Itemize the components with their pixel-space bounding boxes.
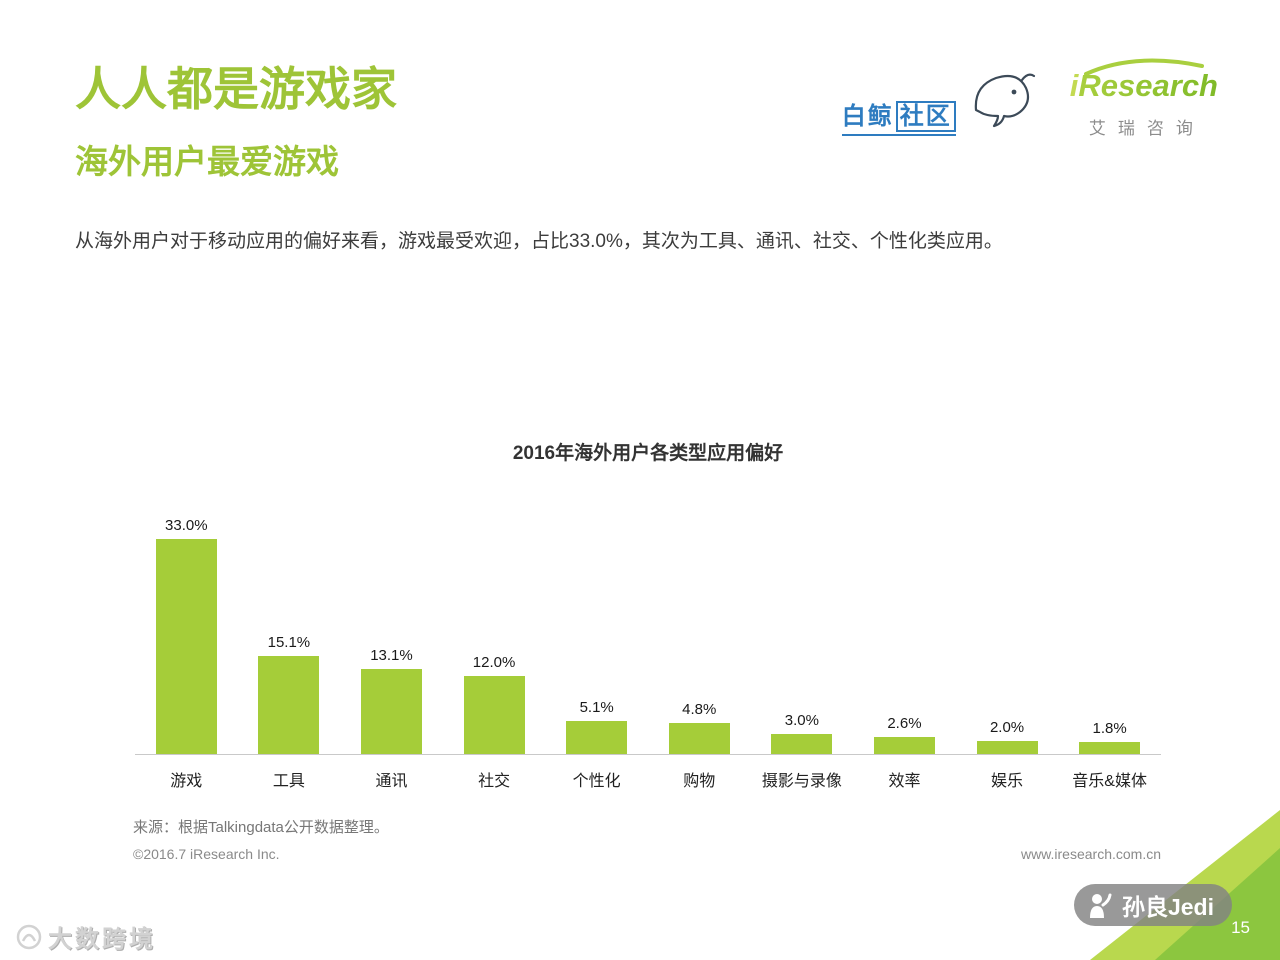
watermark-pill-text: 孙良Jedi: [1121, 894, 1214, 920]
bar-value-label: 33.0%: [165, 517, 208, 534]
bar: [1079, 742, 1141, 754]
chart-title: 2016年海外用户各类型应用偏好: [512, 443, 784, 464]
whale-doodle-icon: [962, 66, 1036, 143]
bar-value-label: 15.1%: [267, 634, 311, 651]
bottom-left-watermark: 大数跨境: [16, 919, 156, 954]
bar-category-label: 工具: [272, 773, 305, 790]
header: 人人都是游戏家 海外用户最爱游戏: [75, 62, 397, 183]
bar-value-label: 12.0%: [472, 654, 516, 671]
bar-value-label: 1.8%: [1092, 720, 1127, 737]
bar-value-label: 3.0%: [784, 712, 819, 729]
bar-column: 3.0%: [751, 712, 854, 754]
footer-row: ©2016.7 iResearch Inc. www.iresearch.com…: [133, 846, 1161, 862]
baijing-logo-part2: 社区: [895, 100, 956, 132]
bar: [976, 741, 1038, 754]
iresearch-logo: iResearch 艾瑞咨询: [1070, 58, 1218, 139]
bar: [463, 676, 525, 754]
bar-column: 13.1%: [340, 647, 443, 754]
bar: [873, 737, 935, 754]
bar-column: 4.8%: [648, 701, 751, 754]
bar-category-label: 社交: [478, 773, 511, 790]
page-number: 15: [1231, 918, 1250, 937]
bar-value-label: 5.1%: [579, 699, 614, 716]
chart-category-axis: 游戏 工具 通讯 社交 个性化 购物 摄影与录像 效率 娱乐 音乐&媒体: [135, 767, 1161, 791]
bar-category-label: 摄影与录像: [761, 773, 842, 790]
iresearch-logo-text: iResearch: [1070, 68, 1218, 104]
bar-column: 33.0%: [135, 517, 238, 754]
bar-category-label: 游戏: [170, 773, 203, 790]
bottom-left-watermark-text: 大数跨境: [48, 926, 156, 953]
bar: [771, 734, 833, 754]
bar-value-label: 4.8%: [682, 701, 717, 718]
bar-category-label: 效率: [888, 773, 921, 790]
bar-column: 1.8%: [1058, 720, 1161, 754]
bar: [258, 656, 320, 754]
website-text: www.iresearch.com.cn: [1020, 846, 1161, 862]
bar-value-label: 2.6%: [887, 715, 922, 732]
bar-chart: 2016年海外用户各类型应用偏好 33.0% 15.1% 13.1% 12.0% 5.1…: [135, 438, 1161, 791]
bottom-left-watermark-icon: [16, 924, 42, 949]
bar-column: 2.0%: [956, 719, 1059, 754]
copyright-text: ©2016.7 iResearch Inc.: [133, 846, 280, 862]
baijing-community-logo: 白鲸 社区: [841, 73, 1036, 143]
bar-column: 5.1%: [545, 699, 648, 754]
bar: [360, 669, 422, 754]
bar-category-label: 娱乐: [991, 773, 1024, 790]
logo-area: 白鲸 社区 iResearch 艾瑞咨询: [841, 58, 1218, 143]
iresearch-logo-chinese: 艾瑞咨询: [1088, 119, 1205, 138]
bar-value-label: 2.0%: [989, 719, 1025, 736]
bar-category-label: 通讯: [375, 773, 408, 790]
person-waving-icon: [1089, 893, 1112, 918]
bar-column: 12.0%: [443, 654, 546, 754]
page-subtitle: 海外用户最爱游戏: [75, 143, 339, 181]
baijing-logo-text: 白鲸 社区: [841, 96, 956, 136]
bar: [566, 721, 628, 754]
bar-category-label: 购物: [683, 773, 716, 790]
iresearch-logo-i: i: [1069, 68, 1079, 103]
baijing-logo-part1: 白鲸: [841, 102, 894, 130]
bar-column: 15.1%: [238, 634, 341, 754]
iresearch-swoosh-icon: [1083, 58, 1204, 76]
bar-category-label: 个性化: [572, 773, 621, 790]
page-title: 人人都是游戏家: [75, 63, 397, 115]
watermark-pill: 孙良Jedi: [1073, 884, 1232, 926]
iresearch-logo-rest: Research: [1078, 68, 1218, 103]
bar-value-label: 13.1%: [370, 647, 413, 664]
bar: [668, 723, 730, 754]
description-text: 从海外用户对于移动应用的偏好来看，游戏最受欢迎，占比33.0%，其次为工具、通讯…: [75, 231, 1003, 252]
bar: [155, 539, 217, 754]
source-note: 来源：根据Talkingdata公开数据整理。: [133, 819, 389, 836]
bar-category-label: 音乐&媒体: [1072, 773, 1147, 790]
bar-column: 2.6%: [853, 715, 956, 754]
chart-plot-area: 33.0% 15.1% 13.1% 12.0% 5.1% 4.8% 3.0% 2.6% 2.0%…: [135, 487, 1161, 755]
